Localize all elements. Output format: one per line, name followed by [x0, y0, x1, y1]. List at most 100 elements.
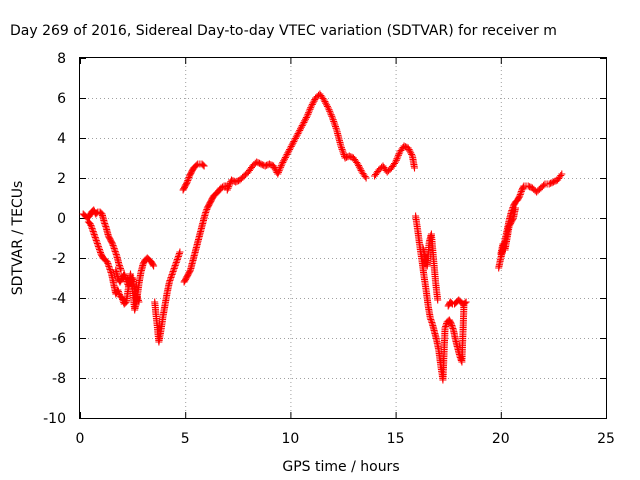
- data-points: [79, 90, 566, 384]
- data-point: [277, 162, 285, 170]
- data-point: [291, 134, 299, 142]
- data-point: [354, 160, 362, 168]
- y-tick-labels: -10 -8 -6 -4 -2 0 2 4 6 8: [43, 51, 66, 427]
- data-point: [270, 164, 278, 172]
- data-point: [308, 100, 316, 108]
- data-point: [512, 204, 519, 212]
- data-point: [362, 174, 370, 182]
- data-point: [166, 277, 174, 284]
- data-point: [275, 168, 282, 176]
- data-point: [133, 294, 141, 301]
- data-point: [270, 162, 278, 170]
- data-point: [283, 150, 291, 158]
- data-point: [540, 181, 548, 189]
- data-point: [392, 156, 400, 164]
- data-point: [277, 163, 285, 171]
- y-tick-label: 4: [57, 131, 66, 147]
- data-point: [111, 248, 119, 255]
- data-point: [330, 119, 338, 127]
- data-point: [298, 122, 306, 130]
- data-point: [290, 138, 298, 146]
- data-point: [302, 114, 310, 122]
- data-point: [509, 215, 517, 223]
- data-point: [557, 172, 565, 179]
- grid-lines: [80, 58, 606, 418]
- data-point: [225, 181, 233, 189]
- data-point: [411, 164, 418, 172]
- data-point: [91, 232, 99, 240]
- data-point: [288, 141, 296, 149]
- data-point: [274, 170, 282, 178]
- data-point: [330, 117, 338, 125]
- data-point: [89, 226, 97, 234]
- data-point: [293, 131, 301, 139]
- data-point: [121, 273, 129, 281]
- data-point: [327, 111, 335, 119]
- data-point: [101, 221, 109, 229]
- data-point: [109, 242, 117, 249]
- data-point: [326, 107, 334, 115]
- data-point: [323, 101, 331, 109]
- data-point: [282, 152, 290, 160]
- data-point: [289, 139, 297, 147]
- data-point: [87, 222, 95, 229]
- x-tick-label: 5: [181, 431, 190, 447]
- data-point: [458, 299, 466, 307]
- data-point: [323, 102, 331, 110]
- data-point: [150, 262, 158, 270]
- data-point: [284, 149, 292, 157]
- y-tick-label: 2: [57, 171, 66, 187]
- data-point: [407, 149, 415, 157]
- data-point: [172, 260, 180, 268]
- data-point: [406, 147, 414, 155]
- data-point: [408, 150, 416, 158]
- y-tick-label: -10: [43, 411, 66, 427]
- data-point: [93, 238, 101, 246]
- x-tick-label: 10: [281, 431, 299, 447]
- data-point: [296, 126, 304, 134]
- data-point: [285, 147, 293, 155]
- data-point: [356, 165, 364, 173]
- data-point: [325, 106, 333, 114]
- y-tick-label: 0: [57, 211, 66, 227]
- data-point: [331, 121, 339, 129]
- y-tick-label: -8: [52, 371, 66, 387]
- data-point: [186, 267, 194, 275]
- data-point: [332, 124, 340, 132]
- data-point: [338, 145, 346, 153]
- data-point: [405, 146, 413, 154]
- data-point: [305, 107, 313, 115]
- data-point: [286, 146, 294, 154]
- y-axis-label: SDTVAR / TECUs: [10, 181, 26, 296]
- data-point: [434, 296, 442, 304]
- y-tick-label: 8: [57, 51, 66, 67]
- data-point: [427, 316, 435, 323]
- x-tick-labels: 0 5 10 15 20 25: [76, 431, 615, 447]
- data-point: [300, 118, 308, 126]
- chart-title: Day 269 of 2016, Sidereal Day-to-day VTE…: [10, 23, 557, 39]
- y-tick-label: -6: [52, 331, 66, 347]
- data-point: [299, 120, 307, 128]
- data-point: [275, 167, 283, 175]
- y-tick-label: -4: [52, 291, 66, 307]
- data-point: [176, 248, 184, 256]
- data-point: [174, 254, 182, 262]
- data-point: [302, 115, 309, 123]
- data-point: [326, 109, 334, 117]
- data-point: [355, 163, 363, 171]
- data-point: [184, 177, 192, 184]
- data-point: [339, 147, 347, 155]
- data-point: [329, 114, 336, 122]
- data-point: [149, 261, 157, 269]
- data-point: [297, 123, 305, 131]
- data-point: [392, 158, 400, 166]
- data-point: [294, 130, 302, 138]
- data-point: [338, 144, 345, 152]
- data-point: [516, 192, 524, 200]
- data-point: [199, 161, 207, 169]
- data-point: [304, 110, 312, 118]
- data-point: [332, 123, 339, 131]
- data-point: [286, 144, 294, 152]
- data-point: [361, 173, 369, 180]
